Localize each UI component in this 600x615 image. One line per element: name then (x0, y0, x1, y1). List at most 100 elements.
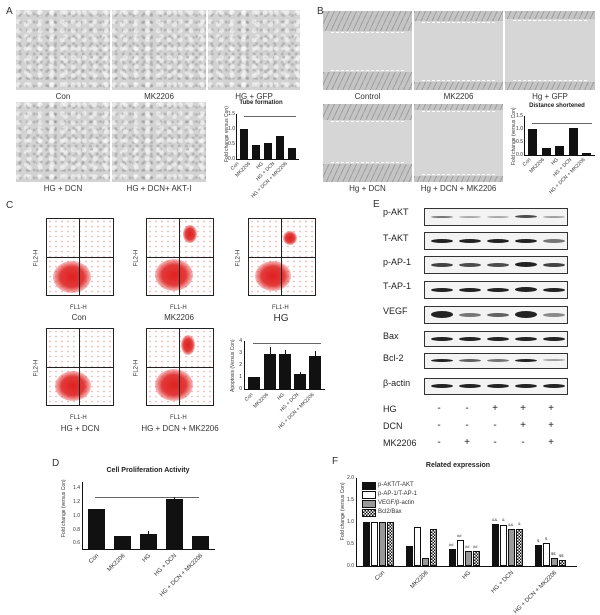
condition-value: + (492, 403, 498, 414)
condition-value: - (493, 420, 497, 431)
condition-value: - (521, 437, 525, 448)
legend-swatch-bcl2 (362, 509, 376, 517)
y-tick: 1.0 (516, 126, 523, 132)
caption-con: Con (55, 92, 71, 101)
chart-tube-formation: Tube formation Fold change versus Con) 1… (222, 100, 300, 199)
blot-t-ap1 (424, 281, 568, 299)
micrograph-hg-dcn (16, 102, 110, 182)
caption-hg-dcn-mk2206-flow: HG + DCN + MK2206 (141, 424, 219, 433)
micrograph-hg-dcn-akti (112, 102, 206, 182)
chart-distance-shortened: Distance shortened Fold change (versus C… (510, 103, 598, 195)
plot-area (82, 482, 215, 550)
y-tick: 0.8 (73, 527, 80, 533)
y-tick: 0.5 (516, 139, 523, 145)
condition-value: - (437, 420, 441, 431)
significance-mark: $ (545, 536, 548, 541)
x-axis-label: FL1-H (70, 305, 87, 311)
condition-value: - (493, 437, 497, 448)
y-tick: 1.4 (73, 485, 80, 491)
x-axis-label: FL1-H (170, 305, 187, 311)
blot-bcl2 (424, 353, 568, 369)
y-tick: 0.0 (516, 152, 523, 158)
caption-hg-dcn: HG + DCN (43, 184, 83, 193)
y-tick: 1 (239, 374, 242, 380)
legend-label: p-AP-1/T-AP-1 (378, 491, 418, 497)
scratch-control (323, 11, 412, 90)
condition-value: + (464, 437, 470, 448)
y-axis-label: FL2-H (33, 249, 40, 267)
caption-hg-gfp: HG + GFP (235, 92, 273, 101)
x-axis-label: FL1-H (70, 415, 87, 421)
micrograph-con (16, 10, 110, 90)
y-tick: 1.2 (73, 499, 80, 505)
y-tick: 4 (239, 338, 242, 344)
flow-plot-hg-dcn-mk2206 (146, 328, 214, 406)
blot-bax (424, 331, 568, 347)
y-tick: 2 (239, 362, 242, 368)
x-tick: HG + DCN + MK2206 (512, 570, 559, 615)
y-tick: 1.0 (347, 519, 354, 525)
x-tick: HG (461, 570, 473, 581)
panel-f-letter: F (332, 456, 339, 467)
legend-label: Bcl2/Bax (378, 509, 402, 515)
panel-d-letter: D (52, 458, 60, 469)
micrograph-mk2206 (112, 10, 206, 90)
y-tick: 1.5 (516, 113, 523, 119)
caption-control: Control (354, 92, 381, 101)
y-tick: 0 (239, 386, 242, 392)
caption-hg-dcn-b: Hg + DCN (349, 184, 386, 193)
x-tick: Con (88, 553, 101, 566)
y-axis-label: FL2-H (235, 249, 242, 267)
y-tick: 1.5 (347, 497, 354, 503)
condition-value: - (437, 437, 441, 448)
y-axis-label: Fold change (versus Con) (61, 479, 67, 537)
x-axis-label: FL1-H (272, 305, 289, 311)
condition-value: + (520, 420, 526, 431)
blot-p-ap1 (424, 256, 568, 274)
chart-apoptosis: Apoptosis (Versus Con) 4 3 2 1 0 Con MK2… (228, 330, 328, 440)
y-tick: 0.0 (228, 156, 235, 162)
blot-label-beta-actin: β-actin (383, 378, 411, 388)
significance-mark: ## (457, 533, 462, 538)
condition-value: + (548, 420, 554, 431)
y-tick: 0.0 (347, 563, 354, 569)
y-tick: 1.5 (228, 111, 235, 117)
condition-label-hg: HG (383, 404, 397, 414)
x-tick: HG + DCN (490, 570, 516, 595)
caption-mk2206-flow: MK2206 (164, 313, 194, 322)
blot-label-bax: Bax (383, 331, 399, 341)
x-axis-label: FL1-H (170, 415, 187, 421)
chart-title: Related expression (425, 462, 491, 469)
caption-con-flow: Con (71, 313, 87, 322)
caption-hg-dcn-mk2206-b: Hg + DCN + MK2206 (420, 184, 497, 193)
chart-title: Tube formation (239, 100, 283, 106)
caption-hg-gfp-b: Hg + GFP (532, 92, 568, 101)
x-tick: Con (374, 570, 387, 583)
flow-plot-hg (248, 218, 316, 296)
blot-label-t-akt: T-AKT (383, 233, 409, 243)
chart-cell-proliferation: Cell Proliferation Activity Fold change … (58, 465, 218, 611)
significance-mark: $$ (551, 551, 556, 556)
chart-related-expression: Related expression Fold change (versus C… (338, 460, 600, 615)
x-tick: HG + DCN (153, 553, 179, 578)
panel-a-letter: A (6, 6, 13, 17)
condition-value: - (465, 420, 469, 431)
caption-mk2206-b: MK2206 (443, 92, 474, 101)
caption-mk2206: MK2206 (144, 92, 174, 101)
legend-label: p-AKT/T-AKT (378, 482, 414, 488)
scratch-hg-dcn-mk2206 (414, 104, 503, 182)
y-tick: 2.0 (347, 475, 354, 481)
significance-mark: $$ (559, 553, 564, 558)
y-tick: 3 (239, 350, 242, 356)
flow-plot-con (46, 218, 114, 296)
x-tick: MK2206 (409, 570, 430, 591)
y-tick: 0.5 (347, 541, 354, 547)
significance-mark: && (492, 517, 498, 522)
chart-title: Cell Proliferation Activity (106, 467, 190, 474)
plot-area (244, 341, 325, 390)
panel-e-letter: E (373, 199, 380, 210)
y-axis-label: FL2-H (133, 249, 140, 267)
x-tick: HG (549, 157, 560, 167)
blot-label-t-ap1: T-AP-1 (383, 281, 412, 291)
condition-value: + (548, 437, 554, 448)
